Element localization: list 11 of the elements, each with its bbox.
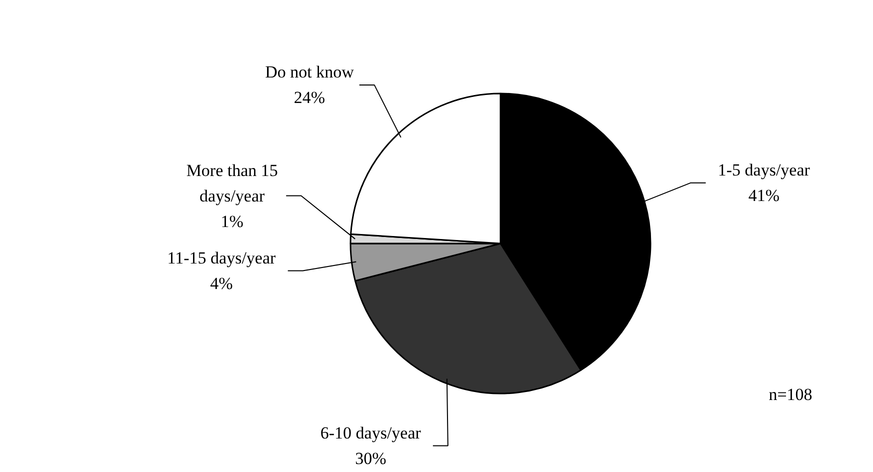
slice-label: 6-10 days/year (320, 423, 422, 442)
data-label: 4% (210, 274, 233, 294)
slice-label: 1-5 days/year (718, 160, 810, 180)
data-label: 24% (294, 88, 326, 108)
data-label: 1% (220, 212, 244, 231)
slice-label: Do not know (265, 62, 355, 82)
text: n=108 (768, 385, 812, 404)
data-label: 30% (355, 448, 386, 468)
data-label: 41% (748, 186, 780, 206)
slice-label: More than 15 days/year (186, 160, 278, 206)
slice-label: 11-15 days/year (167, 248, 276, 268)
